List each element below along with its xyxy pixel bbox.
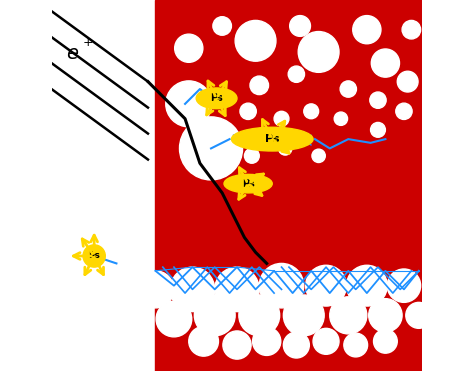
Circle shape <box>189 326 219 356</box>
Circle shape <box>213 17 231 35</box>
Circle shape <box>313 328 339 354</box>
Text: e: e <box>66 45 78 63</box>
Circle shape <box>239 295 280 336</box>
Circle shape <box>274 111 289 126</box>
Circle shape <box>370 92 386 108</box>
Circle shape <box>312 149 325 162</box>
Circle shape <box>387 269 420 302</box>
Circle shape <box>166 81 212 127</box>
Circle shape <box>250 76 269 95</box>
Circle shape <box>334 112 347 125</box>
Ellipse shape <box>196 88 237 109</box>
Circle shape <box>283 295 324 336</box>
Circle shape <box>397 71 418 92</box>
Circle shape <box>371 49 400 77</box>
Circle shape <box>156 301 192 337</box>
Circle shape <box>374 329 397 353</box>
Circle shape <box>253 327 281 355</box>
Circle shape <box>396 103 412 119</box>
Circle shape <box>402 20 420 39</box>
Ellipse shape <box>231 127 313 151</box>
Text: Ps: Ps <box>265 134 280 144</box>
Circle shape <box>83 245 105 267</box>
Circle shape <box>245 148 259 163</box>
Text: Ps: Ps <box>88 252 100 260</box>
Text: Ps: Ps <box>242 179 255 188</box>
Circle shape <box>344 333 368 357</box>
Circle shape <box>279 142 292 155</box>
Circle shape <box>137 271 174 308</box>
Ellipse shape <box>224 174 272 193</box>
Circle shape <box>353 16 381 44</box>
Circle shape <box>330 297 367 334</box>
Circle shape <box>371 122 385 137</box>
Circle shape <box>223 331 251 359</box>
Circle shape <box>340 81 356 97</box>
Circle shape <box>175 34 203 62</box>
Circle shape <box>406 302 432 328</box>
Circle shape <box>288 66 304 82</box>
Circle shape <box>259 263 304 308</box>
Circle shape <box>346 265 387 306</box>
Circle shape <box>180 117 243 180</box>
Circle shape <box>215 267 259 312</box>
Bar <box>155 0 422 371</box>
Circle shape <box>170 267 215 312</box>
Text: Ps: Ps <box>210 93 223 103</box>
Circle shape <box>298 32 339 72</box>
Circle shape <box>235 20 276 61</box>
Circle shape <box>306 265 346 306</box>
Circle shape <box>290 16 310 36</box>
Text: +: + <box>83 36 94 49</box>
Circle shape <box>369 299 402 332</box>
Circle shape <box>194 295 235 336</box>
Circle shape <box>304 104 319 119</box>
Circle shape <box>283 332 310 358</box>
Circle shape <box>240 103 256 119</box>
